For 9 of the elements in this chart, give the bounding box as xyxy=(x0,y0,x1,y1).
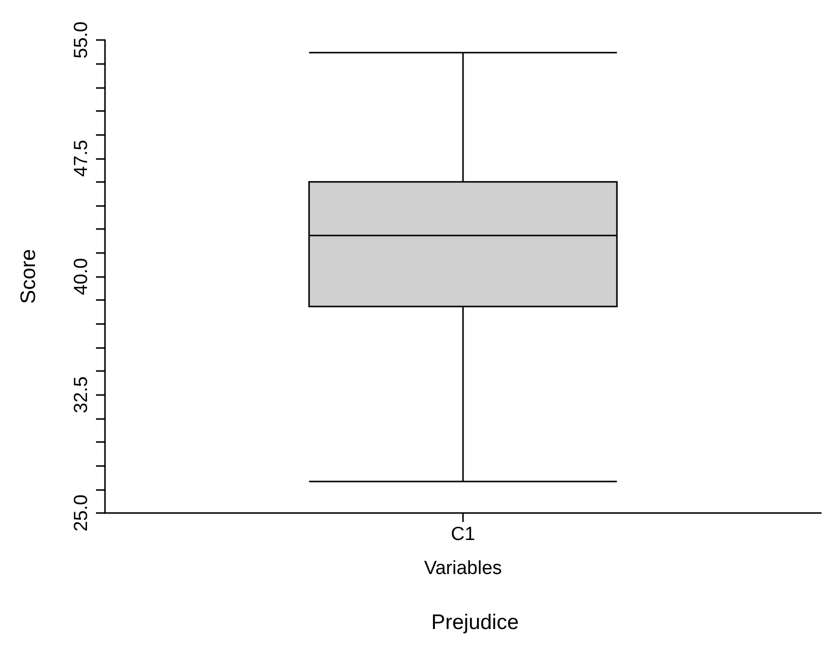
x-tick-label: C1 xyxy=(450,524,476,545)
y-axis-title: Score xyxy=(17,249,40,304)
x-axis-title: Variables xyxy=(424,558,502,579)
text: Prejudice xyxy=(431,611,519,634)
y-tick-label: 40.0 xyxy=(71,258,92,295)
y-tick-label: 32.5 xyxy=(71,376,92,414)
y-tick-label: 47.5 xyxy=(71,140,92,177)
y-tick-label: 25.0 xyxy=(71,494,92,532)
y-tick-label: 55.0 xyxy=(71,22,92,58)
